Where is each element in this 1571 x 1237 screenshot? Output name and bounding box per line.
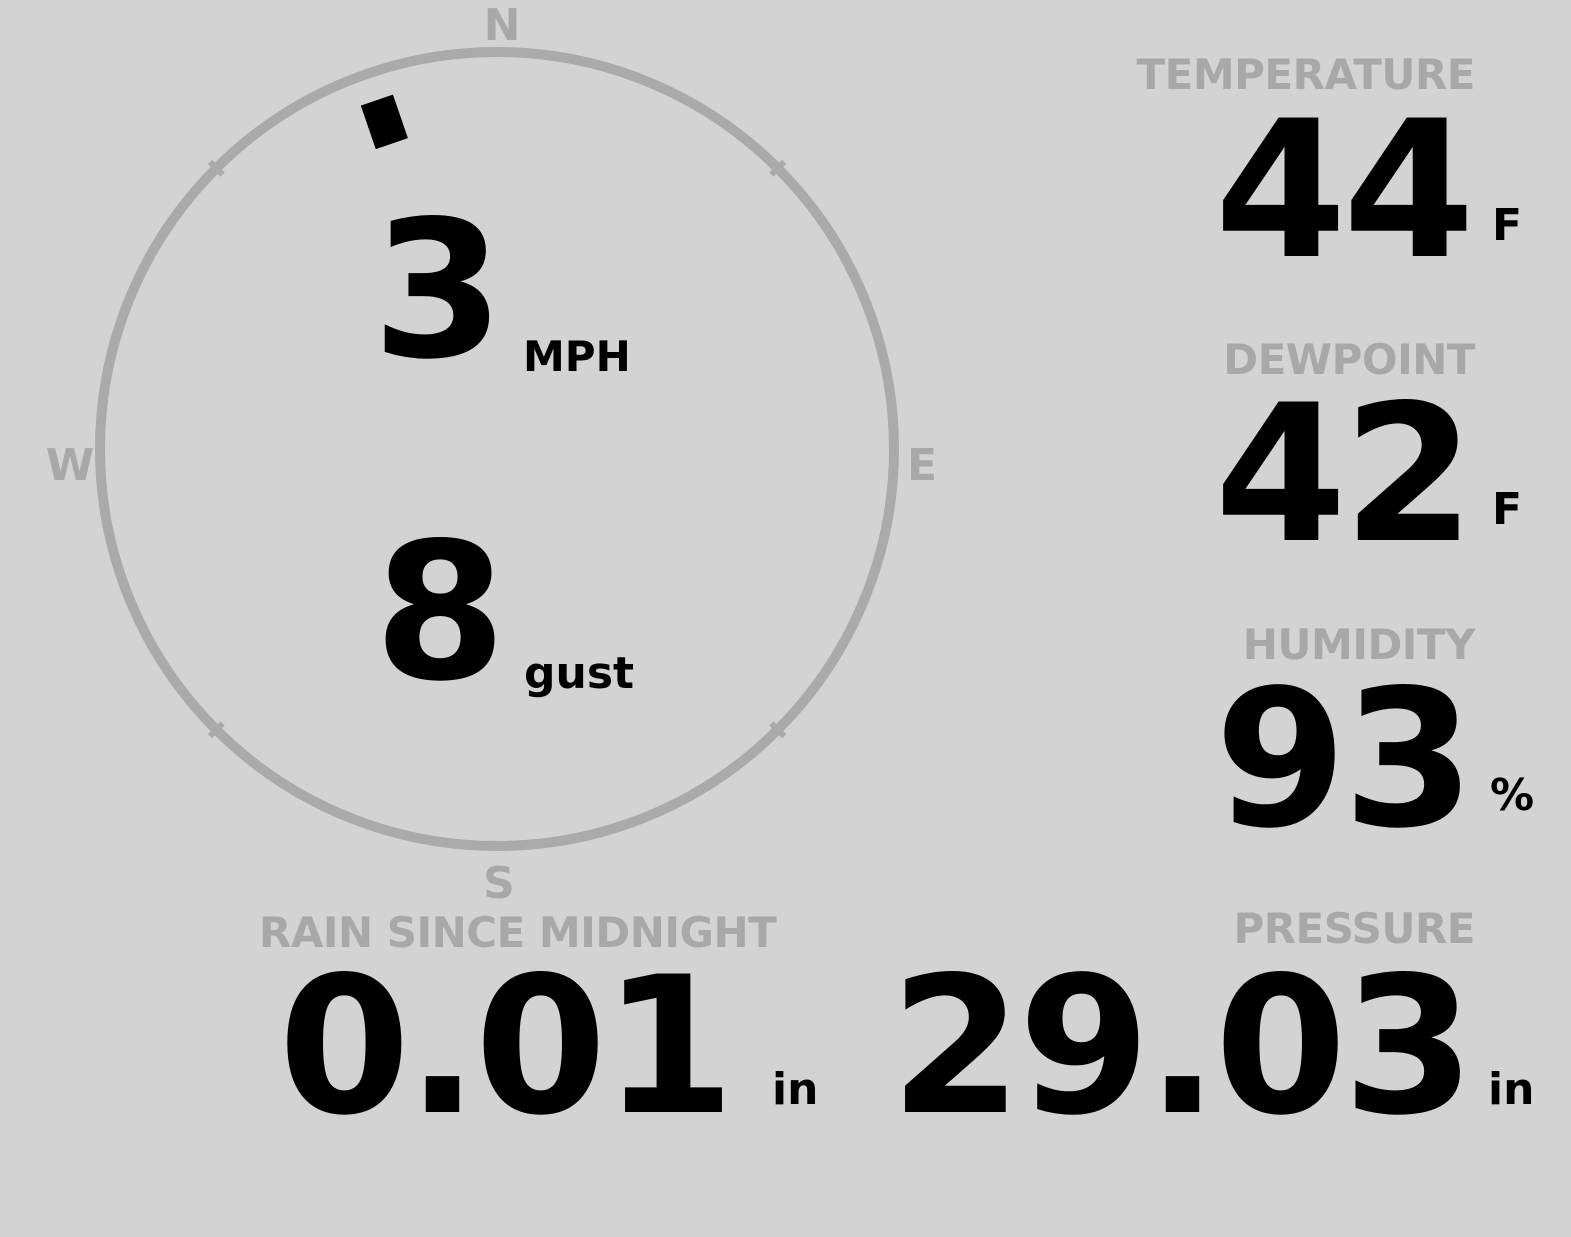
- cardinal-s: S: [483, 858, 515, 909]
- wind-speed-unit: MPH: [523, 332, 631, 381]
- compass-tick: [207, 159, 225, 177]
- rain-unit: in: [772, 1064, 819, 1115]
- wind-gust-value: 8: [374, 502, 506, 723]
- humidity-value: 93: [1214, 649, 1475, 870]
- wind-gust-label: gust: [524, 648, 635, 699]
- dewpoint-unit: F: [1492, 484, 1523, 535]
- dewpoint-label: DEWPOINT: [1223, 335, 1475, 384]
- cardinal-n: N: [484, 0, 521, 51]
- wind-direction-marker: [360, 94, 408, 150]
- wind-speed-value: 3: [372, 180, 504, 401]
- temperature-label: TEMPERATURE: [1136, 50, 1476, 99]
- cardinal-e: E: [907, 440, 937, 491]
- rain-value: 0.01: [278, 936, 735, 1157]
- pressure-unit: in: [1488, 1064, 1535, 1115]
- temperature-value: 44: [1214, 80, 1475, 301]
- compass-tick: [769, 721, 787, 739]
- compass-tick: [769, 159, 787, 177]
- rain-label: RAIN SINCE MIDNIGHT: [259, 908, 777, 957]
- pressure-label: PRESSURE: [1233, 904, 1475, 953]
- humidity-unit: %: [1490, 770, 1535, 821]
- cardinal-w: W: [46, 440, 95, 491]
- humidity-label: HUMIDITY: [1242, 620, 1476, 669]
- dewpoint-value: 42: [1214, 364, 1475, 585]
- compass-ticks: [207, 159, 787, 739]
- temperature-unit: F: [1492, 200, 1523, 251]
- wind-compass: N E S W: [46, 0, 937, 909]
- compass-ring: [95, 47, 899, 851]
- pressure-value: 29.03: [890, 936, 1475, 1157]
- compass-tick: [207, 721, 225, 739]
